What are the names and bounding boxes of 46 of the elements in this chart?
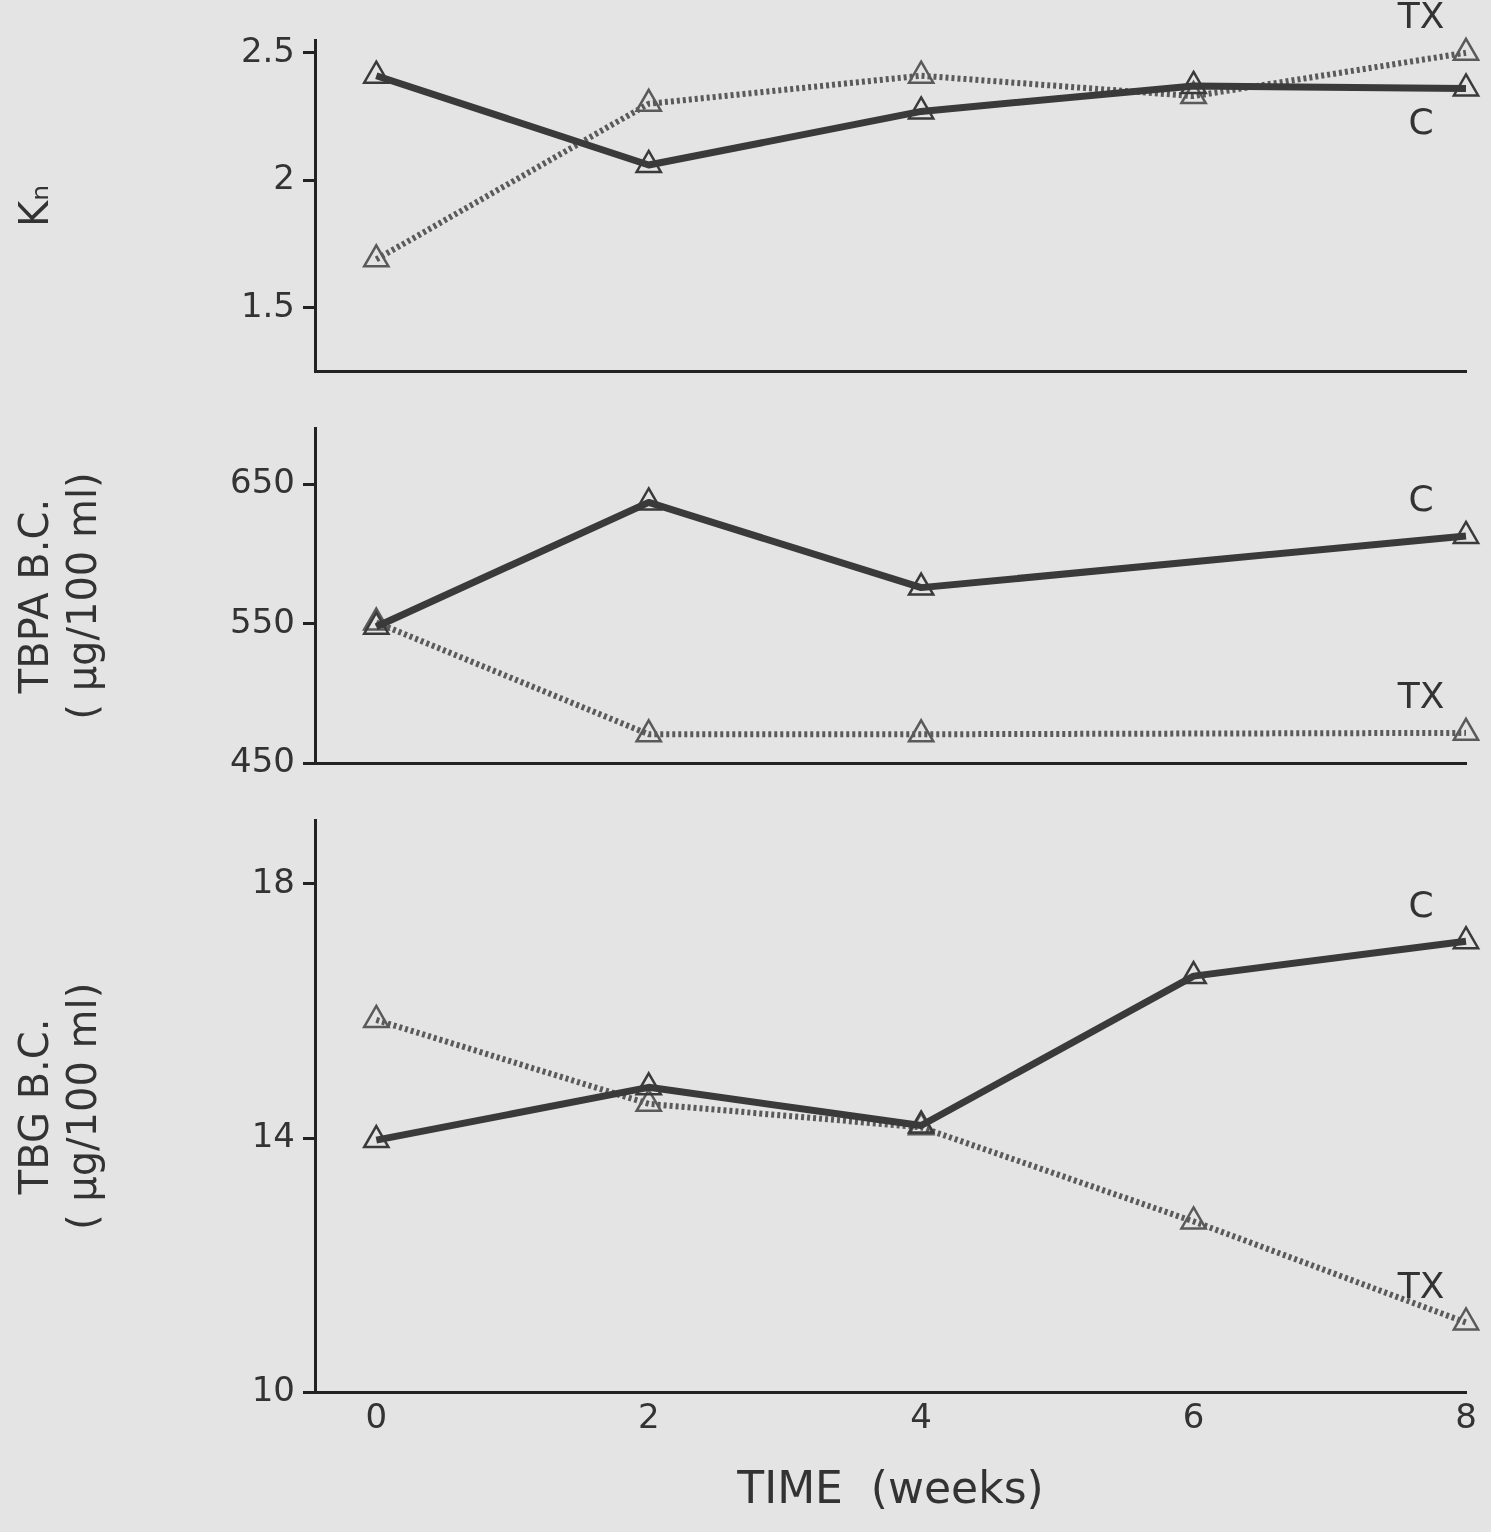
point bbox=[635, 1072, 663, 1096]
point bbox=[1452, 73, 1480, 97]
y-tick-label: 2 bbox=[273, 157, 295, 198]
x-tick-label: 2 bbox=[637, 1395, 660, 1436]
point bbox=[362, 244, 390, 268]
series-label: TX bbox=[1396, 1264, 1445, 1306]
y-axis-title: TBG B.C. ( µg/100 ml) bbox=[11, 982, 106, 1231]
y-tick-label: 2.5 bbox=[240, 29, 295, 70]
series-label: C bbox=[1408, 883, 1434, 925]
point bbox=[1180, 1206, 1207, 1230]
point bbox=[1180, 960, 1207, 985]
y-tick-label: 450 bbox=[230, 740, 295, 781]
series-label: TX bbox=[1396, 675, 1445, 717]
y-tick-label: 1.5 bbox=[240, 284, 295, 325]
point bbox=[1180, 70, 1207, 95]
point bbox=[362, 1124, 390, 1149]
y-tick-label: 650 bbox=[230, 461, 295, 502]
y-axis-title: TBPA B.C. ( µg/100 ml) bbox=[11, 472, 106, 720]
point bbox=[635, 719, 663, 743]
point bbox=[907, 60, 935, 84]
point bbox=[635, 149, 663, 174]
y-tick-label: 14 bbox=[251, 1115, 295, 1156]
x-axis-title: TIME (weeks) bbox=[736, 1462, 1044, 1514]
point bbox=[1452, 520, 1480, 545]
point bbox=[1452, 37, 1480, 61]
point bbox=[362, 60, 390, 84]
point bbox=[1452, 1307, 1480, 1331]
point bbox=[1452, 717, 1480, 742]
series-label: TX bbox=[1396, 0, 1445, 37]
point bbox=[907, 96, 935, 120]
point bbox=[907, 719, 935, 743]
y-tick-label: 550 bbox=[230, 600, 295, 641]
series-label: C bbox=[1408, 478, 1434, 520]
point bbox=[635, 487, 663, 511]
x-tick-label: 0 bbox=[365, 1395, 388, 1436]
series-label: C bbox=[1408, 100, 1434, 142]
x-tick-label: 6 bbox=[1182, 1395, 1205, 1436]
x-tick-label: 4 bbox=[910, 1395, 932, 1436]
point bbox=[362, 1004, 390, 1029]
x-tick-label: 8 bbox=[1455, 1395, 1477, 1436]
y-tick-label: 18 bbox=[251, 860, 295, 901]
y-axis-title: Kₙ bbox=[11, 184, 58, 227]
y-tick-label: 10 bbox=[251, 1369, 295, 1410]
point bbox=[635, 88, 663, 113]
point bbox=[907, 572, 935, 596]
point bbox=[1452, 925, 1480, 950]
